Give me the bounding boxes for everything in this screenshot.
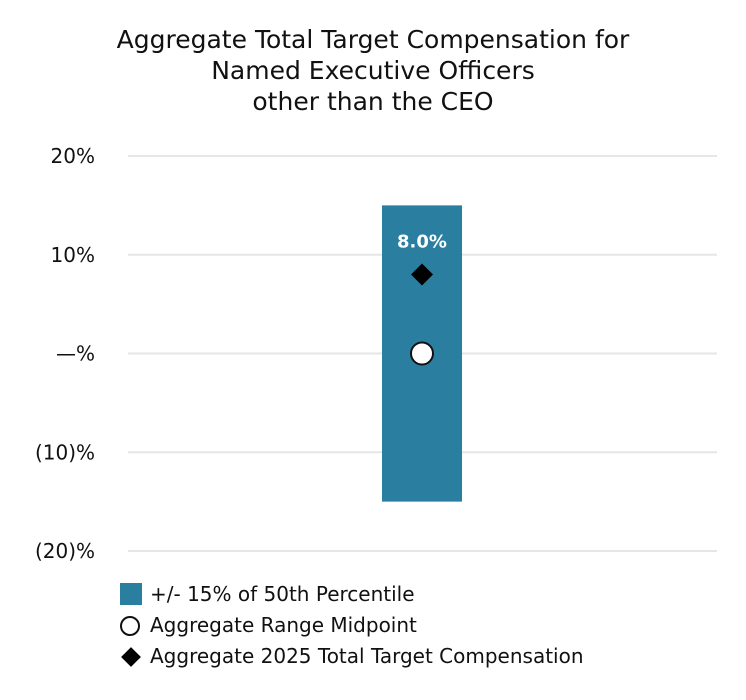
midpoint-circle-marker [410,341,434,366]
legend-label-midpoint: Aggregate Range Midpoint [150,613,417,637]
legend-swatch-range [120,583,142,605]
legend-swatch-actual-diamond-icon [121,647,141,667]
chart-plot: 20% 10% —% (10)% (20)% 8.0% [35,144,717,563]
chart-title-line-3: other than the CEO [252,87,494,116]
y-tick-label: 10% [51,243,95,267]
y-tick-label: 20% [51,144,95,168]
legend-swatch-midpoint-circle-icon [120,616,140,636]
chart-title-line-1: Aggregate Total Target Compensation for [116,25,630,54]
legend-label-range: +/- 15% of 50th Percentile [150,582,415,606]
y-tick-label: (20)% [35,539,95,563]
legend-label-actual: Aggregate 2025 Total Target Compensation [150,644,584,668]
y-tick-label: —% [56,342,95,366]
y-tick-label: (10)% [35,440,95,464]
chart-title: Aggregate Total Target Compensation for … [0,24,746,117]
actual-diamond-marker [411,263,433,286]
actual-data-label: 8.0% [397,231,447,252]
chart-title-line-2: Named Executive Officers [211,56,535,85]
